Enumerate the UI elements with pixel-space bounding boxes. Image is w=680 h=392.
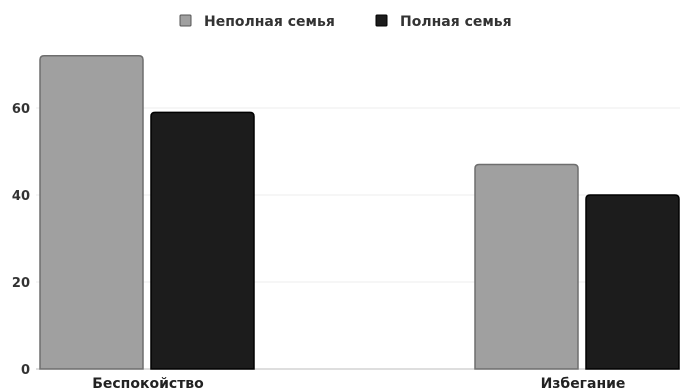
x-category-label: Избегание [541, 376, 626, 392]
y-tick-label: 20 [12, 276, 30, 291]
legend-label-1: Неполная семья [204, 14, 335, 30]
legend: Неполная семья Полная семья [179, 14, 512, 30]
y-tick-label: 60 [12, 102, 30, 117]
legend-swatch-1 [179, 14, 192, 27]
bars [39, 55, 680, 370]
bar-2-1 [474, 163, 579, 370]
legend-item-2: Полная семья [375, 14, 512, 30]
y-tick-label: 40 [12, 189, 30, 204]
bar-1-1 [39, 55, 144, 370]
x-category-label: Беспокойство [92, 376, 204, 392]
legend-label-2: Полная семья [400, 14, 512, 30]
y-tick-label: 0 [21, 363, 30, 378]
bar-1-2 [150, 111, 255, 370]
legend-item-1: Неполная семья [179, 14, 335, 30]
x-axis: Беспокойство Избегание [92, 376, 625, 392]
bar-2-2 [585, 194, 680, 370]
y-axis: 0 20 40 60 [12, 102, 30, 378]
legend-swatch-2 [375, 14, 388, 27]
